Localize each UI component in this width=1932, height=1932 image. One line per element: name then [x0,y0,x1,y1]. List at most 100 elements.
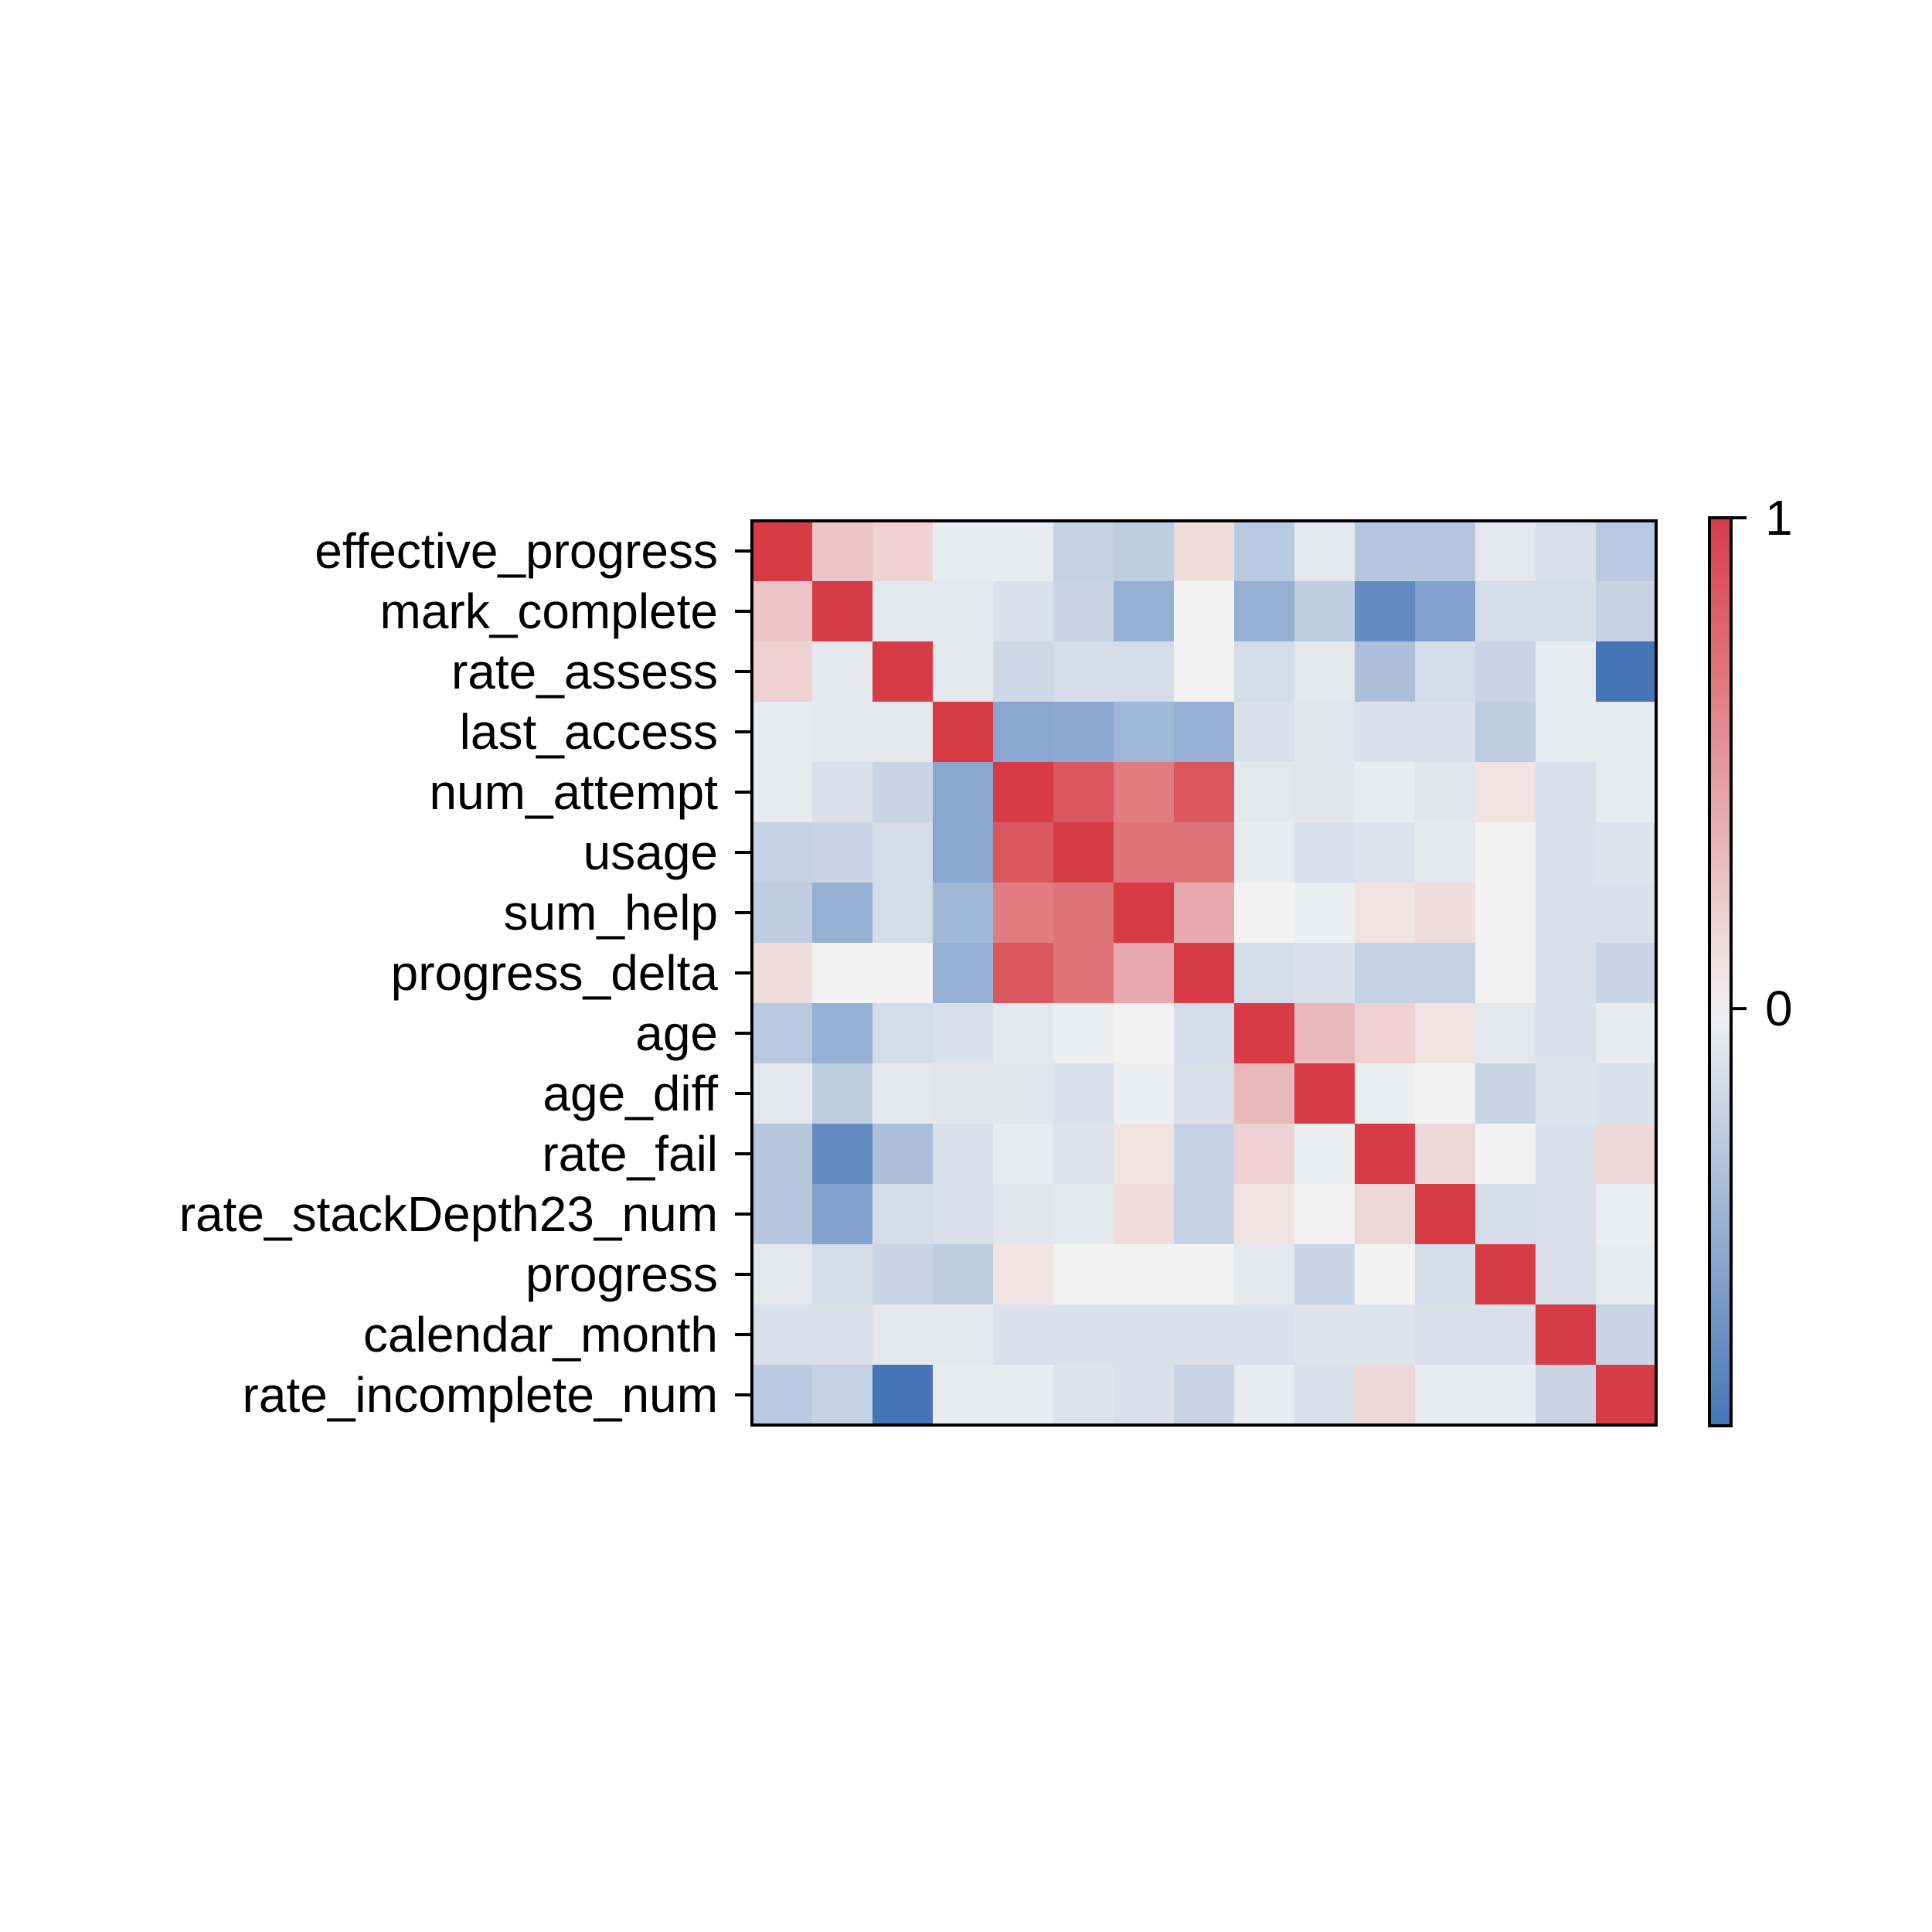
heatmap-cell [1174,1003,1235,1064]
heatmap-cell [1596,1304,1657,1366]
heatmap-cell [1415,1244,1476,1305]
heatmap-cell [812,1365,873,1426]
colorbar-tick-label: 0 [1765,981,1793,1036]
row-label: progress [526,1247,718,1302]
heatmap-cell [752,1003,813,1064]
heatmap-cell [993,883,1054,944]
heatmap-cell [872,1063,934,1124]
heatmap-cell [1596,822,1657,883]
heatmap-cell [1415,883,1476,944]
heatmap-cell [1536,943,1597,1004]
heatmap-cell [1596,1063,1657,1124]
heatmap-cell [1114,1063,1175,1124]
colorbar-ticks: 10 [1731,490,1793,1036]
heatmap-cell [752,1365,813,1426]
heatmap-cell [1053,1003,1114,1064]
heatmap-cell [812,822,873,883]
heatmap-cell [1536,521,1597,582]
heatmap-cell [1114,1244,1175,1305]
heatmap-cell [1355,1124,1416,1185]
heatmap-cell [933,521,994,582]
heatmap-cell [872,1304,934,1366]
heatmap-cell [1294,883,1355,944]
heatmap-cell [933,1003,994,1064]
heatmap-cell [752,1184,813,1245]
heatmap-cell [1475,1063,1536,1124]
heatmap-cell [993,702,1054,763]
heatmap-cell [872,641,934,702]
heatmap-cell [812,1184,873,1245]
heatmap-cell [1355,641,1416,702]
colorbar-tick-label: 1 [1765,490,1793,546]
heatmap-cell [1053,1304,1114,1366]
heatmap-cell [1596,943,1657,1004]
heatmap-cell [1475,762,1536,823]
heatmap-cell [1536,1184,1597,1245]
heatmap-cell [1475,1003,1536,1064]
heatmap-cell [1355,1003,1416,1064]
heatmap-cell [1294,1063,1355,1124]
heatmap-cell [872,1365,934,1426]
heatmap-cell [1174,762,1235,823]
heatmap-cell [1596,521,1657,582]
heatmap-cell [1415,1063,1476,1124]
heatmap-cell [1294,1304,1355,1366]
heatmap-cell [752,581,813,642]
heatmap-cell [1355,702,1416,763]
heatmap-cell [1053,1184,1114,1245]
heatmap-cell [993,1003,1054,1064]
heatmap-cell [1294,1244,1355,1305]
heatmap-cell [1475,1124,1536,1185]
heatmap-cell [752,641,813,702]
heatmap-cell [1234,641,1295,702]
heatmap-cell [1475,581,1536,642]
heatmap-cell [1174,1365,1235,1426]
heatmap-cell [1234,762,1295,823]
row-label: rate_fail [542,1126,718,1182]
heatmap-cell [1053,822,1114,883]
heatmap-cell [1053,1365,1114,1426]
heatmap-cell [1114,581,1175,642]
heatmap-cell [812,943,873,1004]
heatmap-cell [1114,762,1175,823]
heatmap-cell [993,1124,1054,1185]
heatmap-cell [993,1244,1054,1305]
heatmap-cell [993,641,1054,702]
row-label: rate_assess [451,644,718,699]
heatmap-cell [1174,581,1235,642]
heatmap-cell [1355,762,1416,823]
heatmap-cell [1475,1304,1536,1366]
heatmap-cell [812,1124,873,1185]
heatmap-cell [1355,822,1416,883]
heatmap-cell [1294,1184,1355,1245]
heatmap-cell [1536,822,1597,883]
heatmap-cell [1415,521,1476,582]
heatmap-cell [1174,521,1235,582]
heatmap-cell [1415,581,1476,642]
heatmap-cell [752,1063,813,1124]
colorbar [1708,516,1733,1427]
heatmap-cell [933,1184,994,1245]
row-label: last_access [460,704,718,760]
heatmap-cell [1415,822,1476,883]
heatmap-cell [872,1244,934,1305]
heatmap-cell [933,641,994,702]
heatmap-cell [1596,1365,1657,1426]
row-label: progress_delta [391,945,719,1001]
heatmap-cell [1294,822,1355,883]
heatmap-cell [993,1304,1054,1366]
heatmap-cell [1415,1304,1476,1366]
heatmap-cell [1596,702,1657,763]
heatmap-cell [1234,1063,1295,1124]
heatmap-cell [1596,883,1657,944]
heatmap-cell [1114,1304,1175,1366]
heatmap-cell [872,1124,934,1185]
heatmap-cell [1536,1304,1597,1366]
heatmap-cell [1174,1244,1235,1305]
row-label: num_attempt [429,764,718,820]
heatmap-cell [1114,1003,1175,1064]
heatmap-cell [872,943,934,1004]
heatmap-cell [933,1063,994,1124]
heatmap-cell [752,822,813,883]
heatmap-cell [1174,822,1235,883]
